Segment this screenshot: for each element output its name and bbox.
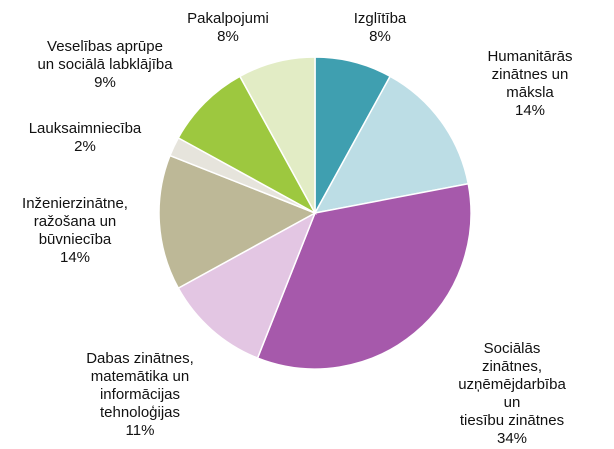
slice-label: Humanitārās zinātnes un māksla 14% <box>487 48 572 120</box>
pie-slice <box>158 154 317 290</box>
slice-label: Pakalpojumi 8% <box>187 10 269 46</box>
value-label: 8% <box>369 28 391 45</box>
slice-label: Lauksaimniecība 2% <box>29 120 142 156</box>
slice-label: Dabas zinātnes, matemātika un informācij… <box>86 350 194 440</box>
slice-label: Sociālās zinātnes, uzņēmējdarbība un tie… <box>458 340 566 448</box>
pie-slice <box>177 211 317 360</box>
pie-slice <box>177 75 317 215</box>
category-label: Veselības aprūpe un sociālā labklājība <box>37 38 173 73</box>
pie-slice <box>238 56 316 214</box>
value-label: 14% <box>514 102 546 119</box>
category-label: Sociālās zinātnes, uzņēmējdarbība un tie… <box>458 340 566 429</box>
value-label: 11% <box>125 422 155 439</box>
category-label: Dabas zinātnes, matemātika un informācij… <box>86 350 194 421</box>
value-label: 9% <box>94 74 116 91</box>
value-label: 2% <box>74 138 96 155</box>
pie-slice <box>313 75 470 215</box>
slice-label: Veselības aprūpe un sociālā labklājība 9% <box>37 38 172 92</box>
category-label: Lauksaimniecība <box>28 120 142 137</box>
category-label: Humanitārās zinātnes un māksla <box>487 48 573 101</box>
pie-slice <box>256 182 472 370</box>
category-label: Izglītība <box>353 10 407 27</box>
slice-label: Inženierzinātne, ražošana un būvniecība 1… <box>22 195 128 267</box>
slice-label: Izglītība 8% <box>354 10 407 46</box>
category-label: Pakalpojumi <box>187 10 269 27</box>
value-label: 34% <box>496 430 528 447</box>
value-label: 14% <box>59 249 91 266</box>
category-label: Inženierzinātne, ražošana un būvniecība <box>22 195 128 248</box>
value-label: 8% <box>217 28 239 45</box>
